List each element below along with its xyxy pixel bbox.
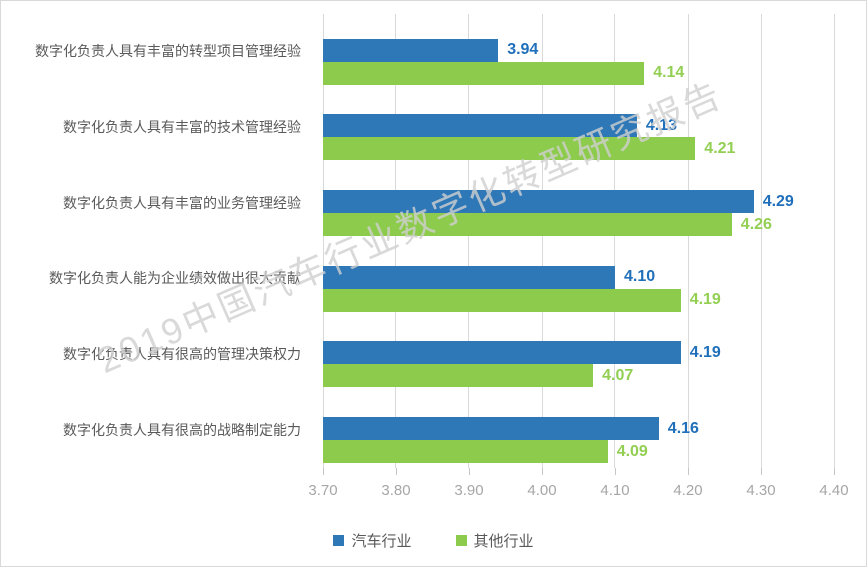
category-label: 数字化负责人能为企业绩效做出很大贡献 [49,270,301,287]
bar-group: 4.19 4.07 [323,317,834,403]
bar-group: 4.16 4.09 [323,392,834,478]
legend-label: 汽车行业 [351,533,412,550]
series-0-bar [323,417,659,441]
value-label: 4.10 [623,268,656,286]
gridline [468,14,470,468]
bar-row: 4.21 [323,137,834,161]
series-1-bar [323,440,608,464]
bar-row: 4.09 [323,440,834,464]
bar-row: 4.26 [323,213,834,237]
gridline [322,14,324,468]
series-0-bar [323,265,615,289]
value-label: 4.16 [667,419,699,437]
bar-group: 3.94 4.14 [323,14,834,100]
x-tick-label: 4.00 [527,482,557,499]
x-tick-mark [542,468,543,475]
gridline [833,14,835,468]
legend: 汽车行业 其他行业 [1,530,866,551]
bar-row: 4.13 [323,114,834,138]
value-label: 4.21 [704,139,736,157]
category-label: 数字化负责人具有很高的战略制定能力 [63,421,301,438]
series-1-bar [323,288,681,312]
bar-group: 4.10 4.19 [323,241,834,327]
bar-group: 4.13 4.21 [323,90,834,176]
x-tick-mark [615,468,616,475]
plot-area: 3.94 4.14 4.13 4.21 4.29 4.26 4.10 4.19 4.19 4.07… [322,14,835,468]
bar-row: 4.10 [323,265,834,289]
series-0-bar [323,38,499,62]
gridline [541,14,543,468]
legend-item-series-1: 其他行业 [455,530,534,551]
bar-row: 4.07 [323,364,834,388]
bar-row: 4.29 [323,190,834,214]
series-1-bar [323,213,732,237]
x-tick-label: 3.70 [308,482,338,499]
series-0-bar [323,190,754,214]
value-label: 4.19 [689,343,721,361]
value-label: 3.94 [507,41,539,59]
bar-row: 4.19 [323,341,834,365]
series-1-bar [323,137,696,161]
x-tick-mark [688,468,689,475]
legend-item-series-0: 汽车行业 [333,530,412,551]
series-0-bar [323,341,681,365]
category-label: 数字化负责人具有丰富的技术管理经验 [63,119,301,136]
bar-row: 4.19 [323,288,834,312]
x-tick-label: 4.10 [600,482,630,499]
series-1-bar [323,61,645,85]
value-label: 4.26 [740,215,772,233]
legend-swatch-icon [455,535,467,546]
x-tick-label: 3.90 [454,482,484,499]
x-tick-mark [469,468,470,475]
bar-row: 4.14 [323,61,834,85]
x-tick-label: 4.20 [673,482,703,499]
legend-label: 其他行业 [473,533,534,550]
series-1-bar [323,364,594,388]
bar-group: 4.29 4.26 [323,165,834,251]
legend-swatch-icon [333,535,345,546]
gridline [687,14,689,468]
category-label: 数字化负责人具有丰富的业务管理经验 [63,194,301,211]
bar-row: 4.16 [323,417,834,441]
category-label: 数字化负责人具有很高的管理决策权力 [63,346,301,363]
category-label: 数字化负责人具有丰富的转型项目管理经验 [35,43,301,60]
x-tick-mark [323,468,324,475]
series-0-bar [323,114,637,138]
gridline [614,14,616,468]
value-label: 4.13 [645,116,678,134]
value-label: 4.09 [616,442,648,460]
x-tick-label: 4.40 [819,482,849,499]
value-label: 4.07 [602,366,634,384]
value-label: 4.19 [689,291,721,309]
x-tick-label: 4.30 [746,482,776,499]
x-tick-mark [761,468,762,475]
value-label: 4.29 [762,192,794,210]
gridline [395,14,397,468]
gridline [760,14,762,468]
x-tick-mark [396,468,397,475]
value-label: 4.14 [653,64,685,82]
x-tick-label: 3.80 [381,482,411,499]
x-tick-mark [834,468,835,475]
bar-row: 3.94 [323,38,834,62]
